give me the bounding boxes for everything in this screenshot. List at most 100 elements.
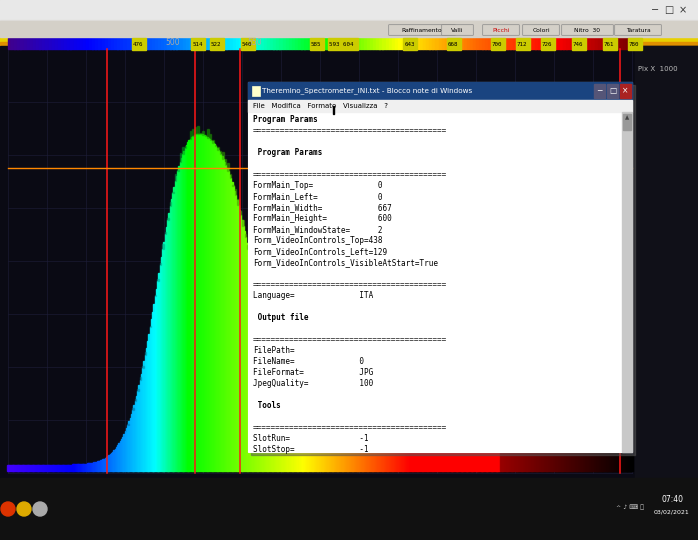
Bar: [573, 38, 576, 49]
Bar: [139, 38, 142, 49]
Bar: [521, 441, 523, 471]
Bar: [40, 465, 41, 471]
Bar: [476, 38, 480, 49]
Bar: [171, 199, 172, 471]
Bar: [315, 443, 316, 471]
Bar: [27, 38, 30, 49]
Bar: [470, 438, 472, 471]
Bar: [160, 264, 161, 265]
Bar: [520, 441, 521, 471]
Bar: [230, 178, 232, 471]
Bar: [244, 232, 245, 471]
Bar: [10, 465, 11, 471]
Bar: [507, 440, 509, 471]
Bar: [579, 448, 580, 471]
Text: 593 604: 593 604: [329, 42, 354, 46]
Bar: [304, 38, 308, 49]
Bar: [342, 38, 346, 49]
Bar: [604, 451, 605, 471]
Bar: [80, 38, 83, 49]
Bar: [24, 465, 27, 471]
Bar: [267, 38, 270, 49]
Bar: [45, 38, 49, 49]
Bar: [373, 38, 376, 49]
Bar: [425, 441, 426, 471]
Bar: [251, 267, 253, 471]
Bar: [0, 37, 698, 42]
Bar: [355, 448, 357, 471]
Bar: [18, 465, 20, 471]
Bar: [0, 46, 698, 478]
Bar: [411, 442, 413, 471]
Bar: [39, 38, 43, 49]
Bar: [180, 162, 181, 471]
Bar: [378, 446, 380, 471]
Bar: [402, 443, 404, 471]
Bar: [591, 450, 593, 471]
Bar: [530, 441, 532, 471]
Bar: [162, 244, 164, 249]
Bar: [387, 444, 389, 471]
Bar: [532, 38, 535, 49]
Bar: [485, 438, 487, 471]
Bar: [433, 440, 436, 471]
Bar: [280, 384, 281, 471]
Bar: [414, 38, 417, 49]
Bar: [262, 319, 264, 471]
Bar: [216, 148, 218, 471]
Bar: [228, 163, 229, 171]
Text: 514: 514: [192, 42, 202, 46]
Bar: [242, 220, 244, 226]
Bar: [555, 444, 556, 471]
Bar: [385, 445, 387, 471]
Bar: [97, 461, 99, 471]
Text: Output file: Output file: [253, 313, 309, 322]
Bar: [30, 38, 34, 49]
Bar: [71, 464, 73, 471]
Bar: [554, 38, 558, 49]
Bar: [47, 465, 49, 471]
Bar: [161, 38, 164, 49]
Bar: [168, 213, 170, 471]
Bar: [490, 438, 491, 471]
Bar: [438, 440, 440, 471]
Bar: [135, 399, 136, 401]
Text: SlotStop=              -1: SlotStop= -1: [253, 445, 369, 454]
Bar: [519, 440, 520, 471]
Bar: [163, 242, 165, 471]
Bar: [156, 288, 158, 471]
Bar: [318, 446, 320, 471]
Bar: [255, 38, 258, 49]
Bar: [168, 220, 169, 471]
Bar: [272, 357, 274, 359]
Bar: [267, 340, 269, 471]
Bar: [320, 38, 323, 49]
Bar: [98, 461, 100, 471]
Bar: [364, 38, 367, 49]
Bar: [392, 444, 394, 471]
Bar: [217, 38, 221, 49]
Bar: [288, 404, 289, 471]
Bar: [149, 334, 150, 471]
Bar: [334, 449, 335, 471]
Bar: [406, 442, 408, 471]
Bar: [172, 193, 174, 471]
Bar: [283, 38, 286, 49]
Bar: [397, 443, 399, 471]
Bar: [144, 352, 147, 355]
Bar: [0, 21, 698, 37]
Bar: [383, 445, 384, 471]
Bar: [313, 443, 315, 471]
Bar: [151, 38, 155, 49]
Bar: [337, 449, 339, 471]
Bar: [456, 439, 458, 471]
Bar: [95, 462, 96, 471]
Bar: [76, 464, 77, 471]
Bar: [438, 38, 442, 49]
Bar: [473, 438, 474, 471]
Bar: [96, 38, 99, 49]
Bar: [629, 455, 630, 471]
Bar: [485, 38, 489, 49]
Bar: [462, 438, 464, 471]
Bar: [161, 257, 163, 471]
